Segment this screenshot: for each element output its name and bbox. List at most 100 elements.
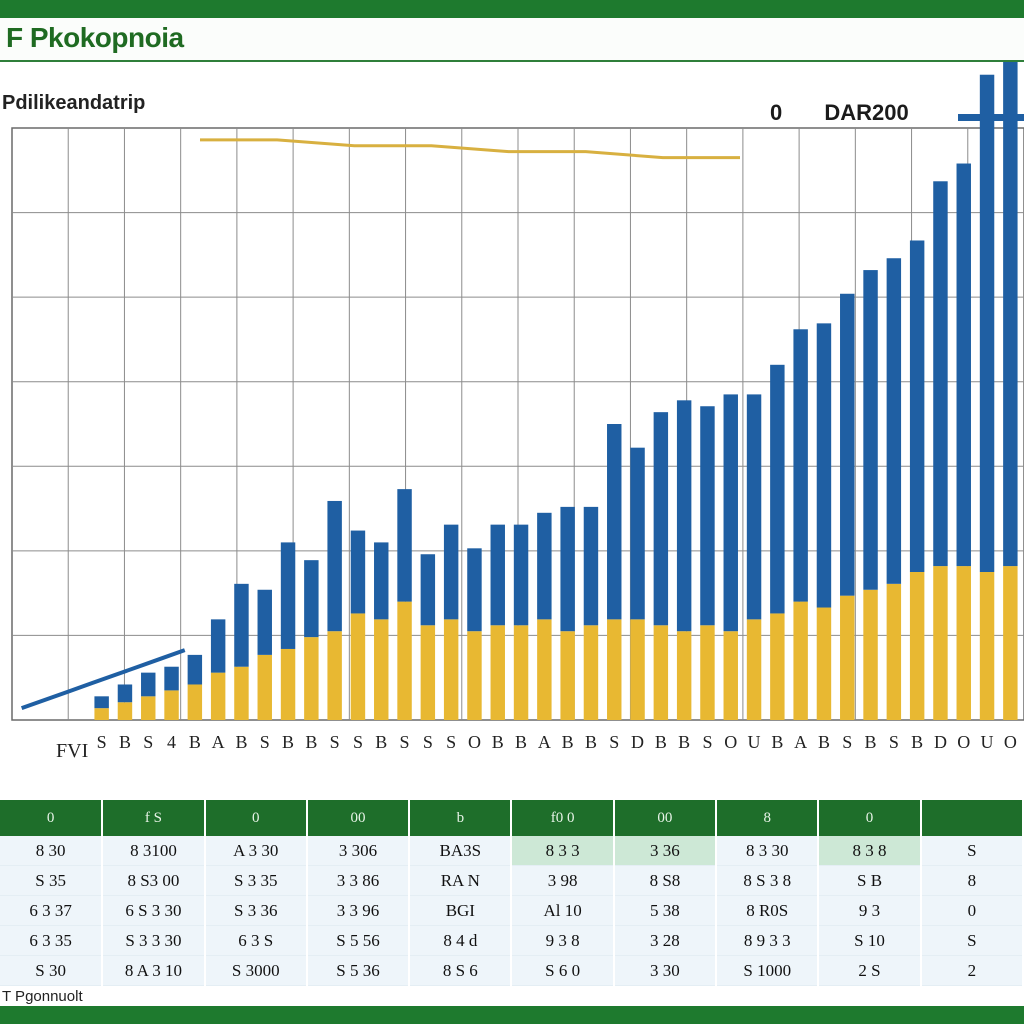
bar-gold <box>397 601 412 720</box>
x-tick-label: B <box>911 732 923 752</box>
chart-title: Pdilikeandatrip <box>2 92 146 114</box>
table-cell: BA3S <box>409 836 513 866</box>
x-tick-label: B <box>282 732 294 752</box>
table-cell: S B <box>818 865 922 896</box>
table-cell: S 3 35 <box>204 865 308 896</box>
table-cell: 8 A 3 10 <box>102 955 206 986</box>
table-cell: 3 30 <box>613 955 718 986</box>
table-cell: 8 3 3 <box>511 836 615 866</box>
bar-gold <box>374 619 389 720</box>
table-header-cell[interactable]: 0 <box>818 800 922 836</box>
bar-gold <box>210 672 226 720</box>
table-header-cell[interactable]: 00 <box>613 800 718 836</box>
table-cell: S 30 <box>0 955 104 986</box>
x-tick-label: B <box>818 732 830 752</box>
table-cell: 8 4 d <box>409 925 513 956</box>
bar-gold <box>350 613 366 720</box>
table-cell: S 35 <box>0 865 104 896</box>
table-cell: 3 98 <box>511 865 615 896</box>
x-tick-label: B <box>375 732 387 752</box>
bar-gold <box>280 648 296 720</box>
bar-gold <box>863 589 878 720</box>
legend-item-1: DAR200 <box>824 100 909 125</box>
bar-gold <box>117 702 133 720</box>
bar-gold <box>909 572 925 720</box>
bar-blue <box>676 400 692 632</box>
bar-blue <box>886 258 902 584</box>
table-cell: 8 R0S <box>716 895 820 926</box>
x-tick-label: S <box>609 732 619 752</box>
x-tick-label: A <box>212 732 225 752</box>
bar-blue <box>420 554 436 626</box>
table-cell: 6 S 3 30 <box>102 895 206 926</box>
bar-gold <box>443 619 459 720</box>
bar-blue <box>304 560 319 638</box>
bar-blue <box>746 394 762 620</box>
table-header-cell[interactable]: b <box>409 800 513 836</box>
x-tick-label: B <box>492 732 504 752</box>
bar-blue <box>793 329 808 602</box>
table-cell: 6 3 35 <box>0 925 104 956</box>
table-cell: 8 S 6 <box>409 955 513 986</box>
bar-gold <box>1003 566 1018 720</box>
table-cell: 2 <box>920 955 1024 986</box>
x-tick-label: O <box>957 732 970 752</box>
bar-gold <box>933 566 948 720</box>
bar-gold <box>94 708 109 720</box>
bar-blue <box>210 619 226 673</box>
table-cell: 8 3 30 <box>716 836 820 866</box>
table-cell: S 1000 <box>716 955 820 986</box>
bar-blue <box>443 524 459 620</box>
table-cell: 3 28 <box>613 925 718 956</box>
bar-blue <box>630 447 645 620</box>
table-cell: S 10 <box>818 925 922 956</box>
bar-gold <box>793 601 808 720</box>
table-cell: 0 <box>920 895 1024 926</box>
top-green-bar <box>0 0 1024 18</box>
bar-blue <box>327 500 342 632</box>
bar-blue <box>397 489 412 602</box>
table-cell: RA N <box>409 865 513 896</box>
table-cell: 9 3 <box>818 895 922 926</box>
bar-blue <box>280 542 296 649</box>
series-line-low <box>20 648 186 711</box>
table-cell: S <box>920 925 1024 956</box>
x-tick-label: B <box>305 732 317 752</box>
bar-blue <box>607 424 622 620</box>
bar-gold <box>490 625 505 720</box>
table-cell: S <box>920 836 1024 866</box>
table-header-cell[interactable]: 00 <box>306 800 411 836</box>
bar-blue <box>909 240 925 573</box>
x-tick-label: B <box>585 732 597 752</box>
x-tick-label: S <box>330 732 340 752</box>
bar-gold <box>886 583 902 720</box>
bar-blue <box>700 406 715 626</box>
x-tick-label: S <box>143 732 153 752</box>
table-header-cell[interactable]: 0 <box>0 800 104 836</box>
bar-gold <box>816 607 832 720</box>
bar-gold <box>840 595 855 720</box>
bar-gold <box>513 625 529 720</box>
bar-blue <box>653 412 669 626</box>
x-tick-label: O <box>1004 732 1017 752</box>
table-cell: A 3 30 <box>204 836 308 866</box>
bar-blue <box>374 542 389 620</box>
table-header-cell[interactable]: f0 0 <box>511 800 615 836</box>
bar-gold <box>607 619 622 720</box>
table-cell: 9 3 8 <box>511 925 615 956</box>
x-tick-label: B <box>562 732 574 752</box>
x-tick-label: S <box>400 732 410 752</box>
bar-gold <box>304 637 319 720</box>
table-cell: S 3000 <box>204 955 308 986</box>
table-header-cell[interactable]: f S <box>102 800 206 836</box>
table-header-cell[interactable] <box>920 800 1024 836</box>
table-header-cell[interactable]: 0 <box>204 800 308 836</box>
table-header-cell[interactable]: 8 <box>716 800 820 836</box>
table-cell: 8 S3 00 <box>102 865 206 896</box>
table-cell: 8 3 8 <box>818 836 922 866</box>
table-cell: 8 3100 <box>102 836 206 866</box>
